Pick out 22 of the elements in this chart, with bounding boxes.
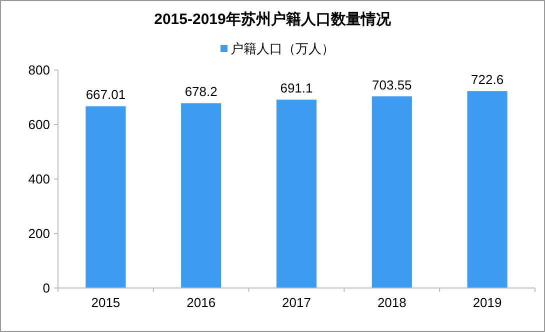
data-label: 722.6: [471, 72, 504, 88]
bar: [372, 96, 412, 288]
y-tick-label: 0: [42, 280, 50, 296]
y-tick-label: 200: [28, 226, 50, 241]
y-tick-label: 400: [28, 172, 50, 186]
bar: [467, 91, 508, 288]
y-tick-label: 800: [28, 62, 50, 78]
y-tick-label: 600: [28, 117, 50, 132]
bar: [181, 103, 222, 288]
legend-label: 户籍人口（万人）: [230, 41, 334, 56]
x-tick-label: 2017: [282, 295, 311, 310]
bar: [86, 106, 126, 288]
data-label: 691.1: [280, 80, 313, 96]
data-label: 703.55: [372, 77, 412, 92]
data-label: 667.01: [86, 87, 126, 102]
bar: [276, 100, 317, 288]
chart-title: 2015-2019年苏州户籍人口数量情况: [154, 10, 392, 28]
x-tick-label: 2019: [472, 295, 502, 310]
data-label: 678.2: [184, 84, 218, 100]
x-tick-label: 2018: [377, 295, 406, 310]
x-tick-label: 2016: [186, 295, 216, 310]
x-tick-label: 2015: [91, 295, 120, 310]
